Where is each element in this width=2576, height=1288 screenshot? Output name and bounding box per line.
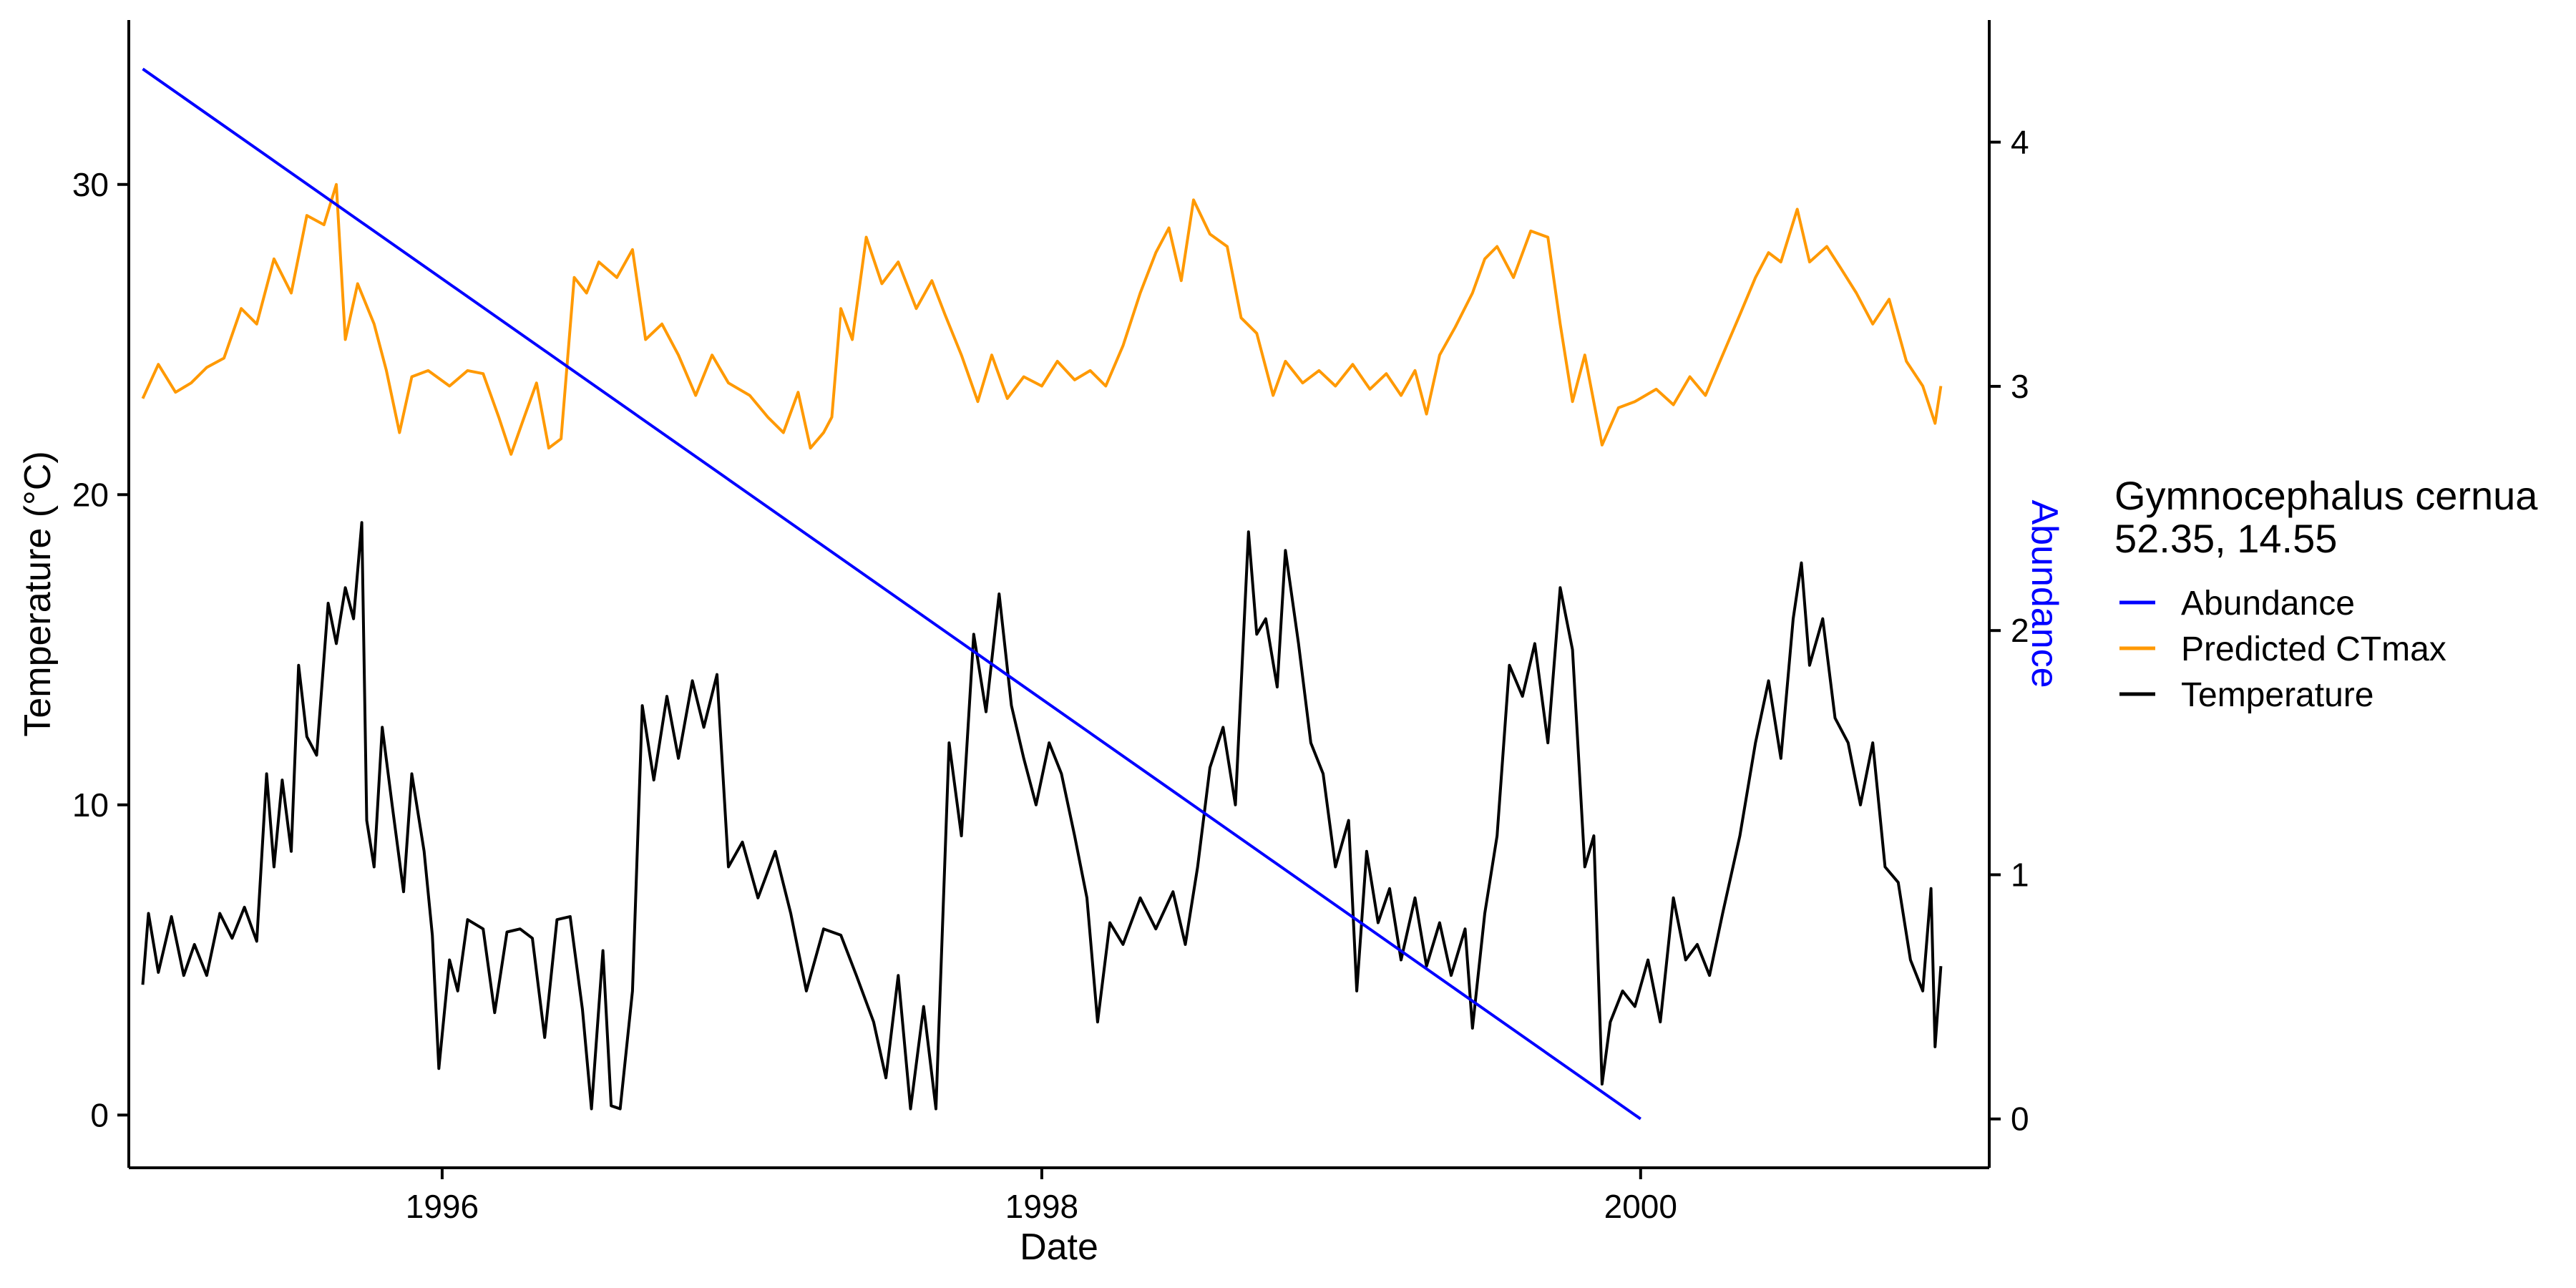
left-axis-title: Temperature (°C) (17, 451, 59, 736)
legend-entries: Abundance Predicted CTmax Temperature (2119, 585, 2446, 714)
left-axis-ticks: 0 10 20 30 (72, 166, 129, 1133)
x-axis-ticks: 1996 1998 2000 (406, 1168, 1677, 1225)
legend-label-abundance: Abundance (2181, 585, 2355, 623)
right-axis-ticks: 0 1 2 3 4 (1989, 124, 2029, 1138)
right-tick-label: 2 (2011, 612, 2029, 649)
legend: Gymnocephalus cernua 52.35, 14.55 Abunda… (2114, 473, 2538, 714)
x-tick-label: 2000 (1604, 1188, 1677, 1225)
series-line-abundance (142, 67, 1641, 1121)
series-layer (141, 67, 1943, 1121)
right-tick-label: 3 (2011, 368, 2029, 405)
plot-area: 0 10 20 30 0 1 2 3 4 1996 1998 2000 (72, 20, 2029, 1225)
left-tick-label: 30 (72, 166, 109, 203)
right-tick-label: 0 (2011, 1101, 2029, 1138)
series-line-predicted-ctmax (141, 182, 1943, 456)
legend-title-line-1: Gymnocephalus cernua (2114, 473, 2538, 518)
x-tick-label: 1998 (1005, 1188, 1078, 1225)
right-axis-title: Abundance (2024, 499, 2065, 688)
left-tick-label: 20 (72, 476, 109, 513)
series-line-temperature (141, 521, 1943, 1111)
right-tick-label: 4 (2011, 124, 2029, 161)
legend-label-predicted-ctmax: Predicted CTmax (2181, 630, 2446, 668)
left-tick-label: 0 (90, 1096, 109, 1133)
x-tick-label: 1996 (406, 1188, 479, 1225)
x-axis-title: Date (1020, 1226, 1098, 1268)
legend-title-line-2: 52.35, 14.55 (2114, 516, 2337, 561)
left-tick-label: 10 (72, 786, 109, 824)
right-tick-label: 1 (2011, 856, 2029, 893)
legend-label-temperature: Temperature (2181, 676, 2373, 714)
